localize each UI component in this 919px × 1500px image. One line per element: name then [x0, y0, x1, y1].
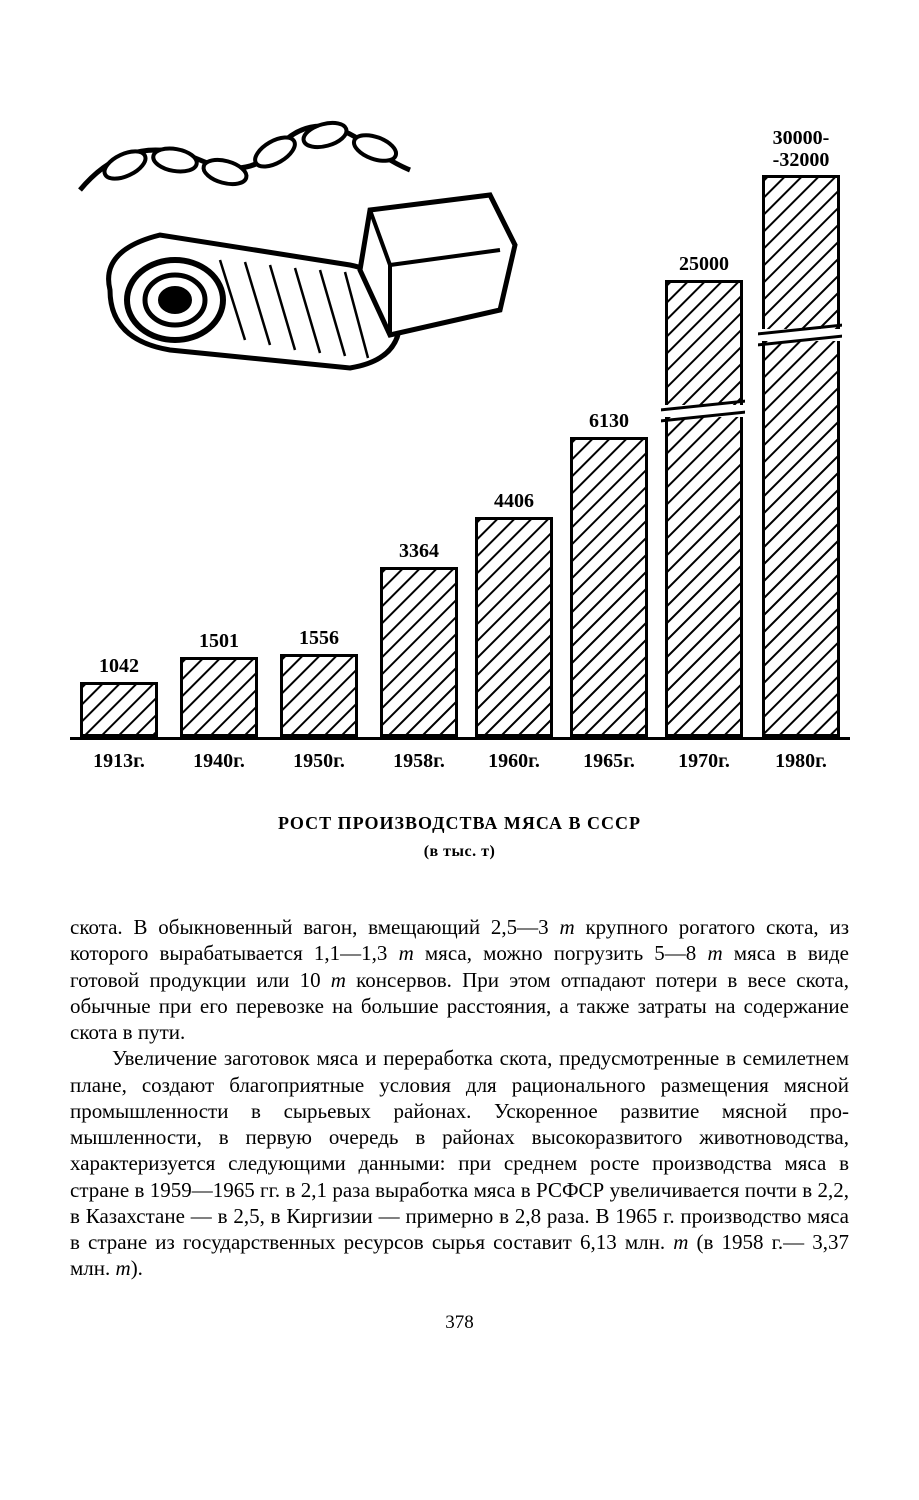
bar — [280, 654, 358, 737]
x-axis-label: 1913г. — [74, 750, 164, 773]
paragraph-1: скота. В обыкновенный вагон, вмещающий 2… — [70, 914, 849, 1045]
x-axis-label: 1950г. — [274, 750, 364, 773]
chart-caption: РОСТ ПРОИЗВОДСТВА МЯСА В СССР (в тыс. т) — [70, 810, 849, 864]
bar — [380, 567, 458, 737]
bar — [475, 517, 553, 737]
bar-break-gap — [661, 405, 745, 417]
bar-segment-bottom — [665, 417, 743, 737]
chart-area: 1042 1501 1556 3364 4406 6130 25000 30000--3200… — [70, 60, 850, 780]
bar-segment-top — [665, 280, 743, 405]
bar — [570, 437, 648, 737]
x-axis-label: 1970г. — [659, 750, 749, 773]
bar-group: 1556 — [280, 627, 358, 737]
bar-group: 1501 — [180, 630, 258, 737]
bar — [180, 657, 258, 737]
x-axis-label: 1965г. — [564, 750, 654, 773]
chart-title: РОСТ ПРОИЗВОДСТВА МЯСА В СССР — [278, 813, 641, 833]
bar-group: 30000--32000 — [762, 127, 840, 737]
bar-group: 25000 — [665, 253, 743, 737]
bar-value-label: 1042 — [99, 655, 139, 678]
bar — [80, 682, 158, 737]
x-axis-label: 1980г. — [756, 750, 846, 773]
x-axis-label: 1940г. — [174, 750, 264, 773]
bar-value-label: 4406 — [494, 490, 534, 513]
bar-value-label: 1556 — [299, 627, 339, 650]
bar-group: 4406 — [475, 490, 553, 737]
bar-segment-bottom — [762, 341, 840, 737]
bar-segment-top — [762, 175, 840, 329]
bar-value-label: 1501 — [199, 630, 239, 653]
chart-subtitle: (в тыс. т) — [424, 843, 496, 860]
bar-break-gap — [758, 329, 842, 341]
bar-value-label: 6130 — [589, 410, 629, 433]
paragraph-2: Увеличение заготовок мяса и переработка … — [70, 1045, 849, 1281]
bar-value-label: 30000--32000 — [773, 127, 830, 171]
bar-group: 1042 — [80, 655, 158, 737]
bar-value-label: 3364 — [399, 540, 439, 563]
bar-group: 6130 — [570, 410, 648, 737]
bar-value-label: 25000 — [679, 253, 729, 276]
body-text: скота. В обыкновенный вагон, вмещающий 2… — [70, 914, 849, 1282]
page-number: 378 — [70, 1312, 849, 1334]
bar-group: 3364 — [380, 540, 458, 737]
x-axis-label: 1960г. — [469, 750, 559, 773]
x-axis-labels: 1913г. 1940г. 1950г. 1958г.1960г.1965г.1970… — [70, 744, 850, 780]
meat-illustration — [70, 90, 530, 410]
x-axis-label: 1958г. — [374, 750, 464, 773]
